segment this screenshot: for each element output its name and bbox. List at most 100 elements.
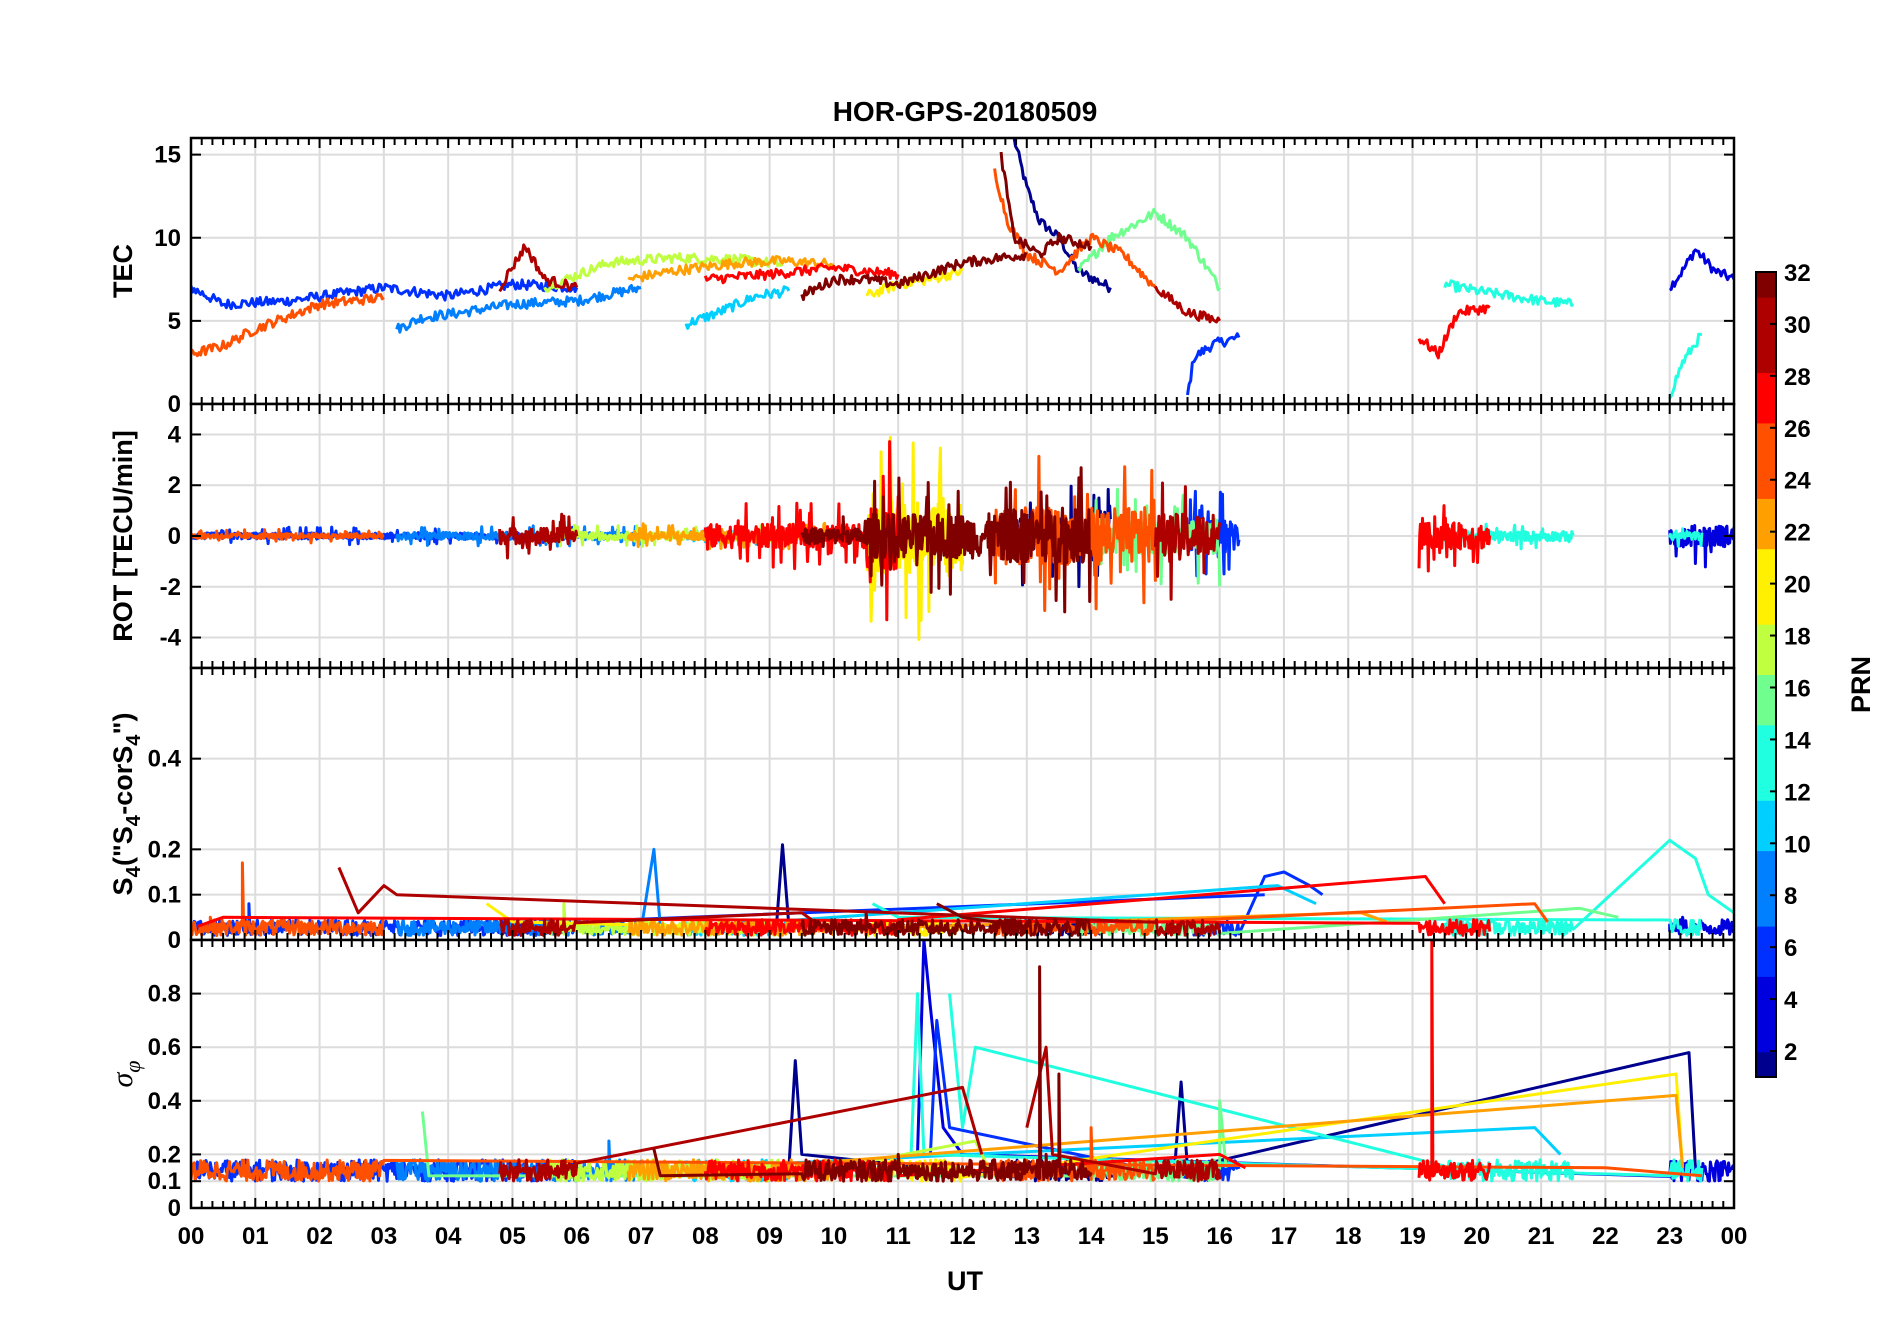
y-tick-label: 10 (154, 225, 181, 252)
series-prn-3-tec (1668, 248, 1734, 292)
colorbar-segment (1756, 272, 1776, 298)
colorbar-tick-label: 22 (1784, 520, 1811, 547)
colorbar-tick-label: 24 (1784, 468, 1811, 495)
y-axis-label-sigma: σφ (106, 1061, 145, 1088)
series-prn-14-tec (1668, 332, 1703, 400)
series-prn-14-rot (1668, 527, 1704, 548)
colorbar-label: PRN (1846, 656, 1876, 713)
series-prn-14-s4 (871, 902, 1703, 937)
colorbar-segment (1756, 347, 1776, 374)
colorbar-segment (1756, 1051, 1776, 1078)
series-prn-29-s4 (337, 866, 1222, 937)
colorbar-segment (1756, 1026, 1776, 1053)
y-tick-label: 0.4 (148, 1088, 182, 1115)
x-tick-label: 21 (1528, 1223, 1555, 1250)
series-prn-8-tec (395, 284, 642, 334)
colorbar-frame (1755, 271, 1777, 1078)
chart-title: HOR-GPS-20180509 (833, 96, 1098, 127)
y-tick-label: 0 (168, 1195, 181, 1222)
x-tick-label: 15 (1142, 1223, 1169, 1250)
y-tick-label: 0 (168, 391, 181, 418)
colorbar-tick-label: 8 (1784, 883, 1797, 910)
x-tick-label: 19 (1399, 1223, 1426, 1250)
colorbar-tick-label: 26 (1784, 416, 1811, 443)
y-tick-label: 15 (154, 142, 181, 169)
colorbar-tick-label: 20 (1784, 572, 1811, 599)
series-prn-27-sigma (1417, 940, 1492, 1182)
colorbar-segment (1756, 825, 1776, 852)
colorbar-tick-label: 4 (1784, 987, 1798, 1014)
colorbar-segment (1756, 322, 1776, 348)
series-prn-30-tec (498, 243, 579, 293)
colorbar-tick-label: 6 (1784, 935, 1797, 962)
series-prn-31-tec (999, 151, 1093, 259)
series-prn-5-tec (1186, 332, 1241, 396)
series-prn-29-sigma (1025, 1045, 1222, 1183)
colorbar-tick-label: 18 (1784, 624, 1811, 651)
panel-rot-data (191, 435, 1734, 641)
colorbar-tick-label: 16 (1784, 675, 1811, 702)
series-prn-31-sigma (999, 965, 1093, 1182)
colorbar-segment (1756, 498, 1776, 525)
colorbar-segment (1756, 372, 1776, 399)
x-tick-label: 02 (306, 1223, 333, 1250)
colorbar-segment (1756, 800, 1776, 826)
x-tick-label: 07 (628, 1223, 655, 1250)
colorbar-tick-label: 32 (1784, 260, 1811, 287)
colorbar-segment (1756, 724, 1776, 751)
x-tick-label: 00 (178, 1223, 205, 1250)
series-prn-29-tec (1154, 285, 1222, 324)
series-prn-30-s4 (499, 911, 822, 937)
x-tick-label: 01 (242, 1223, 269, 1250)
colorbar-segment (1756, 875, 1776, 902)
colorbar-tick-label: 12 (1784, 779, 1811, 806)
colorbar-segment (1756, 900, 1776, 927)
colorbar-segment (1756, 976, 1776, 1003)
colorbar-segment (1756, 850, 1776, 877)
panel-tec: 0 5 10 15 TEC (108, 136, 1736, 418)
y-tick-label: 0.4 (148, 746, 182, 773)
series-prn-12-tec (1443, 279, 1575, 308)
colorbar-tick-label: 10 (1784, 831, 1811, 858)
y-tick-label: 0 (168, 927, 181, 954)
series-prn-22-tec (627, 255, 835, 283)
colorbar-segment (1756, 599, 1776, 625)
colorbar-segment (1756, 297, 1776, 323)
colorbar-segment (1756, 573, 1776, 600)
x-tick-label: 23 (1656, 1223, 1683, 1250)
colorbar-segment (1756, 397, 1776, 424)
x-tick-label: 11 (886, 1223, 911, 1250)
series-prn-20-tec (865, 266, 964, 298)
series-prn-6-tec (191, 278, 579, 311)
y-axis-label-tec: TEC (108, 244, 138, 298)
series-prn-27-s4 (196, 915, 1492, 937)
series-prn-28-tec (703, 262, 900, 285)
series-prn-24-tec (191, 292, 385, 358)
panel-tec-data (191, 138, 1734, 400)
series-prn-32-s4 (800, 911, 1029, 937)
colorbar-segment (1756, 926, 1776, 952)
series-prn-29-rot (1153, 481, 1222, 601)
colorbar-segment (1756, 674, 1776, 701)
x-tick-label: 20 (1463, 1223, 1490, 1250)
series-prn-24-s4 (191, 861, 385, 937)
colorbar-tick-label: 14 (1784, 727, 1811, 754)
y-tick-label: 0.6 (148, 1034, 181, 1061)
colorbar-segment (1756, 523, 1776, 550)
x-tick-label: 18 (1335, 1223, 1362, 1250)
y-axis-label-s4: S4 ("S4 -corS4 ") (108, 713, 145, 896)
colorbar-tick-label: 2 (1784, 1039, 1797, 1066)
colorbar-segment (1756, 1001, 1776, 1028)
series-prn-30-sigma (498, 1085, 984, 1183)
y-tick-label: 0.1 (148, 882, 181, 909)
series-prn-24-rot (191, 527, 385, 545)
x-tick-label: 08 (692, 1223, 719, 1250)
series-prn-10-tec (684, 285, 791, 330)
series-prn-32-tec (800, 252, 1028, 302)
series-prn-16-tec (1077, 207, 1221, 292)
y-tick-label: 4 (168, 421, 182, 448)
panel-rot: -4 -2 0 2 4 ROT [TECU/min] (108, 402, 1736, 670)
